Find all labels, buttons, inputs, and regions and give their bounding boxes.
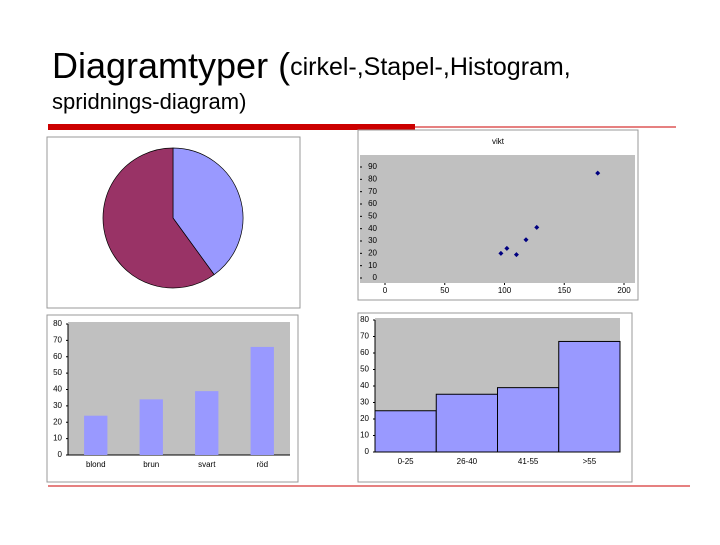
x-tick-label: 0: [383, 286, 388, 295]
chart-title: vikt: [492, 137, 505, 146]
x-tick-label: 0-25: [398, 457, 415, 466]
y-tick-label: 70: [368, 187, 377, 196]
x-tick-label: brun: [143, 460, 159, 469]
title-rule: [48, 124, 415, 130]
bar: [250, 346, 274, 455]
y-tick-label: 60: [360, 348, 369, 357]
pie-slice: [102, 147, 215, 289]
point: [595, 170, 601, 176]
bar: [497, 387, 560, 453]
y-tick-label: 80: [368, 174, 377, 183]
x-tick-label: 41-55: [518, 457, 539, 466]
y-tick-label: 30: [360, 398, 369, 407]
y-tick-label: 50: [368, 211, 377, 220]
x-tick-label: röd: [256, 460, 268, 469]
y-tick-label: 20: [360, 414, 369, 423]
x-tick-label: 100: [498, 286, 512, 295]
y-tick-label: 0: [58, 450, 63, 459]
x-tick-label: 50: [440, 286, 449, 295]
bar: [558, 340, 621, 453]
point: [504, 245, 510, 251]
y-tick-label: 40: [53, 385, 62, 394]
x-tick-label: blond: [86, 460, 106, 469]
y-tick-label: 80: [360, 315, 369, 324]
pie-slice: [172, 147, 244, 276]
slide-title: Diagramtyper (cirkel-,Stapel-,Histogram,: [52, 45, 571, 86]
y-tick-label: 60: [368, 199, 377, 208]
y-tick-label: 10: [360, 431, 369, 440]
x-tick-label: svart: [198, 460, 216, 469]
bar: [139, 399, 163, 455]
x-tick-label: 150: [558, 286, 572, 295]
y-tick-label: 20: [368, 248, 377, 257]
x-tick-label: >55: [583, 457, 597, 466]
bar: [435, 393, 498, 453]
y-tick-label: 40: [360, 381, 369, 390]
plot-area: [360, 155, 635, 283]
title-main: Diagramtyper (: [52, 45, 290, 86]
y-tick-label: 10: [53, 434, 62, 443]
y-tick-label: 50: [53, 368, 62, 377]
bar: [374, 410, 437, 453]
title-rest: cirkel-,Stapel-,Histogram,: [290, 53, 571, 81]
point: [534, 224, 540, 230]
y-tick-label: 30: [368, 236, 377, 245]
y-tick-label: 60: [53, 352, 62, 361]
point: [498, 250, 504, 256]
y-tick-label: 50: [360, 365, 369, 374]
y-tick-label: 40: [368, 224, 377, 233]
y-tick-label: 10: [368, 261, 377, 270]
y-tick-label: 30: [53, 401, 62, 410]
point: [513, 252, 519, 258]
slide-subtitle: spridnings-diagram): [52, 89, 246, 114]
bar: [195, 391, 219, 455]
y-tick-label: 20: [53, 417, 62, 426]
x-tick-label: 26-40: [457, 457, 478, 466]
y-tick-label: 90: [368, 162, 377, 171]
y-tick-label: 0: [373, 273, 378, 282]
y-tick-label: 80: [53, 319, 62, 328]
x-tick-label: 200: [617, 286, 631, 295]
point: [523, 237, 529, 243]
y-tick-label: 70: [53, 335, 62, 344]
bar: [84, 415, 108, 455]
y-tick-label: 0: [365, 447, 370, 456]
y-tick-label: 70: [360, 332, 369, 341]
